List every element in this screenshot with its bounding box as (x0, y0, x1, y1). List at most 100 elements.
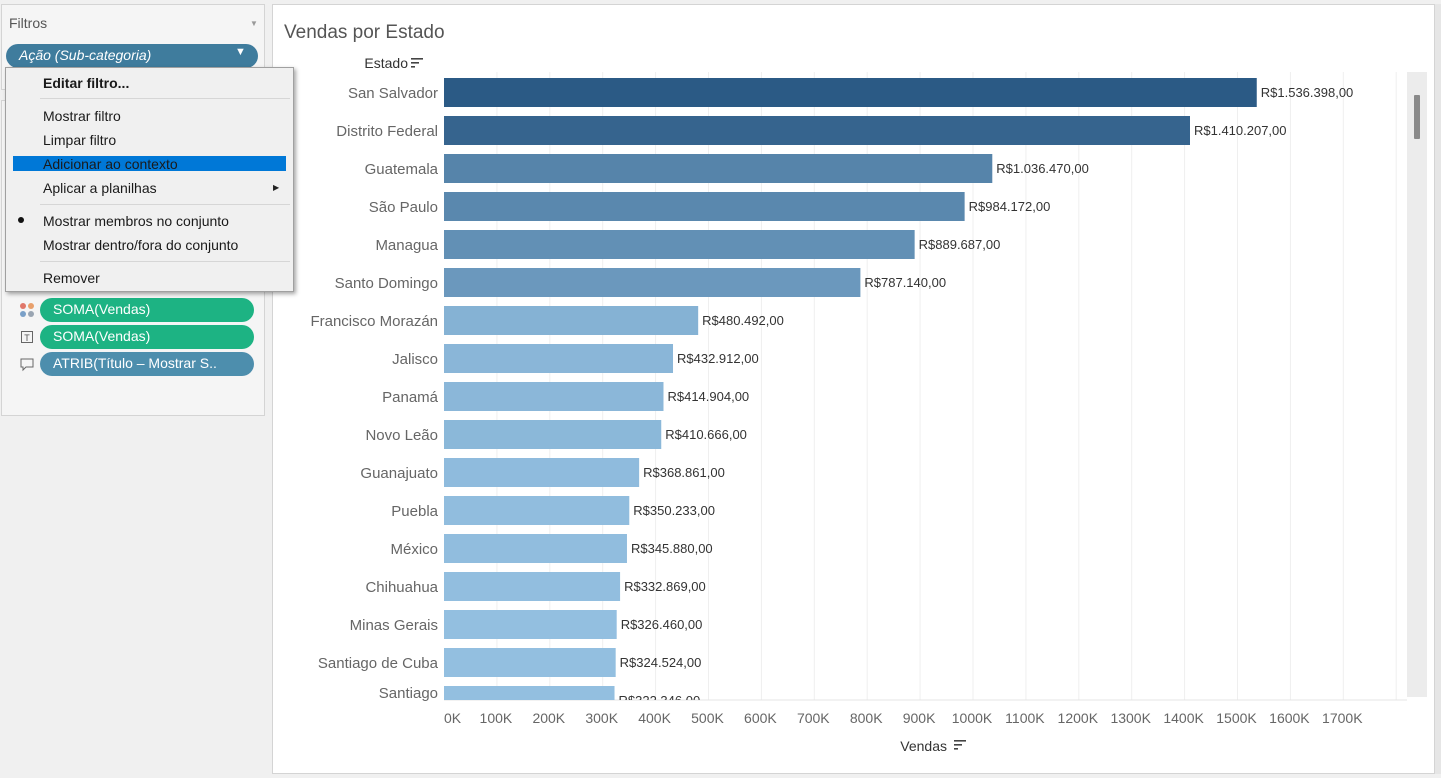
x-tick-label: 1500K (1216, 710, 1257, 726)
bar-data-label: R$787.140,00 (864, 275, 946, 290)
category-label[interactable]: Santiago (379, 685, 438, 702)
chart-title: Vendas por Estado (284, 22, 445, 43)
x-tick-label: 400K (638, 710, 671, 726)
svg-text:T: T (24, 333, 30, 343)
category-label[interactable]: Panamá (382, 389, 439, 406)
bar[interactable] (444, 230, 915, 259)
bar[interactable] (444, 116, 1190, 145)
category-label[interactable]: Novo Leão (365, 427, 438, 444)
category-label[interactable]: São Paulo (369, 199, 438, 216)
x-tick-label: 200K (532, 710, 565, 726)
x-tick-label: 0K (444, 710, 462, 726)
category-label[interactable]: Guanajuato (360, 465, 438, 482)
category-label[interactable]: México (390, 541, 438, 558)
label-icon[interactable]: T (19, 329, 35, 345)
x-tick-label: 1100K (1005, 710, 1045, 726)
mark-pill-label[interactable]: SOMA(Vendas) (40, 325, 254, 349)
x-tick-label: 1600K (1269, 710, 1310, 726)
menu-separator (40, 261, 290, 262)
bar-data-label: R$1.536.398,00 (1261, 85, 1354, 100)
bar[interactable] (444, 268, 861, 297)
x-tick-label: 1400K (1163, 710, 1204, 726)
bar[interactable] (444, 420, 662, 449)
bar[interactable] (444, 686, 615, 715)
bar[interactable] (444, 382, 664, 411)
color-icon[interactable] (19, 302, 35, 318)
x-tick-label: 600K (744, 710, 777, 726)
bar[interactable] (444, 78, 1257, 107)
menu-separator (40, 204, 290, 205)
bar-data-label: R$984.172,00 (969, 199, 1051, 214)
scrollbar-thumb[interactable] (1414, 95, 1420, 139)
bar-data-label: R$1.036.470,00 (996, 161, 1089, 176)
bar[interactable] (444, 496, 630, 525)
x-axis-title[interactable]: Vendas (900, 738, 947, 754)
bar[interactable] (444, 154, 993, 183)
filters-title: Filtros (9, 15, 48, 31)
x-tick-label: 1000K (952, 710, 993, 726)
category-label[interactable]: Managua (375, 237, 438, 254)
bar[interactable] (444, 192, 965, 221)
filter-pill-label: Ação (Sub-categoria) (19, 47, 152, 63)
mark-pill-color[interactable]: SOMA(Vendas) (40, 298, 254, 322)
bar-data-label: R$432.912,00 (677, 351, 759, 366)
sort-descending-icon[interactable] (954, 740, 966, 750)
bar-data-label: R$322.346,00 (619, 693, 701, 708)
filters-menu-caret-icon[interactable]: ▼ (250, 19, 258, 28)
bar-data-label: R$889.687,00 (919, 237, 1001, 252)
menu-item-aplicar-planilhas[interactable]: Aplicar a planilhas (43, 180, 157, 196)
x-tick-label: 1300K (1110, 710, 1151, 726)
menu-item-editar-filtro[interactable]: Editar filtro... (43, 75, 130, 91)
bar[interactable] (444, 344, 674, 373)
vertical-scrollbar[interactable] (1407, 72, 1427, 697)
bar[interactable] (444, 458, 640, 487)
x-tick-label: 100K (480, 710, 513, 726)
x-tick-label: 900K (903, 710, 936, 726)
category-label[interactable]: Puebla (391, 503, 438, 520)
menu-item-mostrar-filtro[interactable]: Mostrar filtro (43, 108, 121, 124)
window-edge (1435, 4, 1441, 774)
mark-pill-tooltip[interactable]: ATRIB(Título – Mostrar S.. (40, 352, 254, 376)
bar[interactable] (444, 648, 616, 677)
bar-data-label: R$345.880,00 (631, 541, 713, 556)
category-label[interactable]: Jalisco (392, 351, 438, 368)
dropdown-caret-icon[interactable]: ▼ (235, 46, 246, 58)
menu-highlight (13, 156, 286, 171)
x-tick-label: 800K (850, 710, 883, 726)
x-tick-label: 700K (797, 710, 830, 726)
tooltip-icon[interactable] (19, 356, 35, 372)
menu-item-mostrar-membros[interactable]: Mostrar membros no conjunto (43, 213, 229, 229)
menu-item-adicionar-contexto[interactable]: Adicionar ao contexto (43, 156, 178, 172)
filter-pill-acao[interactable]: Ação (Sub-categoria) ▼ (6, 44, 258, 68)
y-axis-title[interactable]: Estado (364, 55, 408, 71)
bar[interactable] (444, 534, 627, 563)
category-label[interactable]: Santiago de Cuba (318, 655, 439, 672)
menu-item-limpar-filtro[interactable]: Limpar filtro (43, 132, 117, 148)
bar-data-label: R$350.233,00 (633, 503, 715, 518)
category-label[interactable]: Santo Domingo (335, 275, 438, 292)
mark-row-color: SOMA(Vendas) (2, 297, 264, 323)
x-tick-label: 1700K (1322, 710, 1363, 726)
bar-data-label: R$410.666,00 (665, 427, 747, 442)
bar[interactable] (444, 572, 621, 601)
filter-context-menu: Editar filtro... Mostrar filtro Limpar f… (5, 67, 294, 292)
category-label[interactable]: Chihuahua (365, 579, 438, 596)
bar[interactable] (444, 610, 617, 639)
menu-item-mostrar-dentro-fora[interactable]: Mostrar dentro/fora do conjunto (43, 237, 239, 253)
menu-item-remover[interactable]: Remover (43, 270, 100, 286)
menu-separator (40, 98, 290, 99)
sort-descending-icon[interactable] (411, 58, 423, 68)
x-tick-label: 1200K (1058, 710, 1099, 726)
category-label[interactable]: San Salvador (348, 85, 438, 102)
category-label[interactable]: Distrito Federal (336, 123, 438, 140)
x-tick-label: 300K (585, 710, 618, 726)
bar-data-label: R$368.861,00 (643, 465, 725, 480)
category-label[interactable]: Guatemala (365, 161, 439, 178)
category-label[interactable]: Minas Gerais (350, 617, 438, 634)
bar[interactable] (444, 306, 699, 335)
category-label[interactable]: Francisco Morazán (310, 313, 438, 330)
bar-data-label: R$480.492,00 (702, 313, 784, 328)
bar-data-label: R$324.524,00 (620, 655, 702, 670)
submenu-arrow-icon: ▶ (273, 183, 280, 192)
